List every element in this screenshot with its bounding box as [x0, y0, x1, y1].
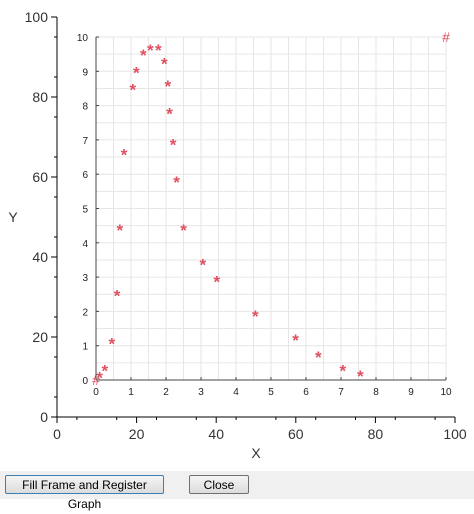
- inner-x-tick-label: 3: [198, 387, 204, 398]
- y-tick-label: 80: [32, 89, 48, 105]
- data-point-10: *: [147, 41, 154, 60]
- y-tick-label: 60: [32, 169, 48, 185]
- data-point-5: *: [116, 221, 123, 240]
- data-point-4: *: [114, 286, 121, 305]
- inner-y-tick-label: 3: [82, 273, 88, 284]
- inner-y-tick-label: 9: [82, 67, 88, 78]
- inner-y-tick-label: 4: [82, 239, 88, 250]
- data-point-16: *: [173, 173, 180, 192]
- x-tick-label: 40: [208, 426, 224, 442]
- data-point-14: *: [166, 104, 173, 123]
- data-point-12: *: [161, 55, 168, 74]
- inner-y-tick-label: 10: [77, 33, 89, 44]
- close-button[interactable]: Close: [189, 475, 249, 494]
- graph-area: 0 20 40 60 80 100 0 20 40 60 80 100 X Y 0 1 2 3 4 5 6 7 8 9 10 0 1…: [8, 9, 467, 461]
- corner-marker-2: #: [442, 29, 450, 45]
- corner-marker-1: #: [92, 372, 100, 388]
- y-tick-label: 100: [25, 9, 49, 25]
- data-point-3: *: [108, 334, 115, 353]
- data-point-18: *: [199, 255, 206, 274]
- data-point-17: *: [180, 221, 187, 240]
- inner-y-tick-label: 0: [82, 376, 88, 387]
- inner-y-tick-label: 1: [82, 342, 88, 353]
- data-point-7: *: [129, 80, 136, 99]
- x-tick-label: 60: [288, 426, 304, 442]
- data-point-24: *: [357, 367, 364, 386]
- data-point-8: *: [133, 63, 140, 82]
- inner-x-tick-label: 7: [338, 387, 344, 398]
- data-point-15: *: [170, 135, 177, 154]
- data-point-1: *: [96, 369, 103, 388]
- x-axis-label: X: [251, 445, 261, 461]
- inner-x-tick-label: 5: [268, 387, 274, 398]
- inner-y-tick-label: 2: [82, 307, 88, 318]
- button-bar: Fill Frame and Register Graph Close: [0, 471, 474, 511]
- data-point-13: *: [164, 77, 171, 96]
- inner-x-tick-label: 10: [440, 387, 452, 398]
- inner-x-tick-label: 1: [128, 387, 134, 398]
- inner-x-tick-label: 2: [163, 387, 169, 398]
- inner-x-tick-label: 0: [93, 387, 99, 398]
- inner-x-tick-label: 9: [408, 387, 414, 398]
- data-point-6: *: [121, 146, 128, 165]
- x-tick-label: 100: [443, 426, 467, 442]
- inner-y-tick-label: 8: [82, 102, 88, 113]
- data-point-20: *: [252, 307, 259, 326]
- inner-x-tick-label: 8: [373, 387, 379, 398]
- data-point-21: *: [292, 331, 299, 350]
- fill-frame-register-graph-button[interactable]: Fill Frame and Register Graph: [5, 475, 164, 511]
- y-tick-label: 0: [40, 409, 48, 425]
- data-point-9: *: [140, 46, 147, 65]
- data-point-11: *: [155, 41, 162, 60]
- data-point-19: *: [213, 273, 220, 292]
- data-point-22: *: [315, 348, 322, 367]
- data-point-2: *: [101, 362, 108, 381]
- data-point-23: *: [339, 362, 346, 381]
- inner-y-tick-label: 7: [82, 136, 88, 147]
- x-tick-label: 80: [368, 426, 384, 442]
- y-axis-label: Y: [8, 209, 18, 225]
- inner-y-tick-label: 5: [82, 205, 88, 216]
- inner-x-tick-label: 6: [303, 387, 309, 398]
- inner-y-tick-label: 6: [82, 170, 88, 181]
- x-tick-label: 20: [129, 426, 145, 442]
- y-tick-label: 20: [32, 329, 48, 345]
- inner-x-tick-label: 4: [233, 387, 239, 398]
- y-tick-label: 40: [32, 249, 48, 265]
- x-tick-label: 0: [53, 426, 61, 442]
